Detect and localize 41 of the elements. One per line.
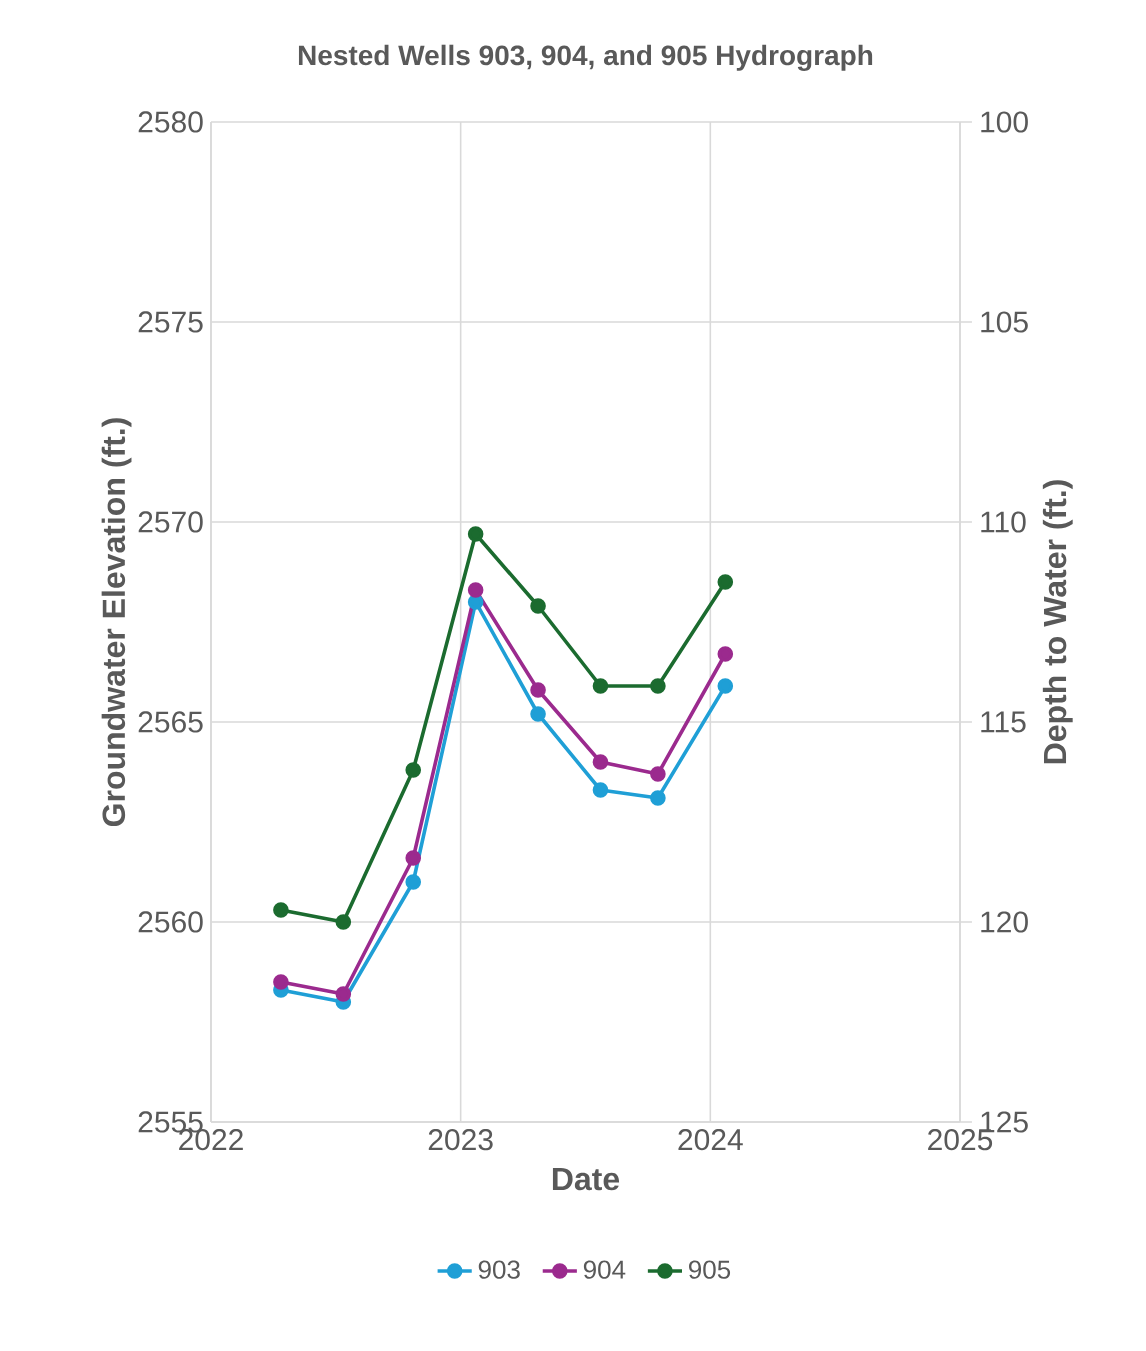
y-tick-label: 2560: [138, 911, 203, 933]
y-tick-label: 2565: [138, 711, 203, 733]
y-tick-label: 2570: [138, 511, 203, 533]
point: [335, 914, 352, 930]
legend-label: 905: [689, 1260, 731, 1279]
point: [405, 762, 422, 778]
x-tick-label: 2024: [678, 1129, 743, 1151]
point: [273, 974, 289, 990]
y2-tick-label: 115: [981, 711, 1026, 733]
y2-tick-label: 110: [981, 511, 1026, 533]
point: [335, 986, 352, 1002]
point: [650, 790, 666, 806]
point: [467, 582, 484, 598]
y-tick-label: 2575: [138, 311, 203, 333]
point: [717, 678, 734, 694]
point: [592, 782, 609, 798]
point: [717, 574, 734, 590]
y2-tick-label: 105: [981, 311, 1028, 333]
y2-axis-title: Depth to Water (ft.): [1042, 480, 1073, 764]
y-axis-title: Groundwater Elevation (ft.): [101, 418, 132, 827]
point: [467, 526, 484, 542]
x-tick-label: 2023: [428, 1129, 493, 1151]
point: [592, 754, 609, 770]
legend-label: 903: [478, 1260, 520, 1279]
point: [273, 902, 289, 918]
x-axis-title: Date: [552, 1168, 620, 1191]
point: [405, 874, 422, 890]
point: [650, 766, 666, 782]
point: [467, 594, 484, 610]
chart-title: Nested Wells 903, 904, and 905 Hydrograph: [298, 44, 873, 71]
point: [717, 646, 734, 662]
y-tick-label: 2580: [138, 111, 203, 133]
y2-tick-label: 100: [981, 111, 1028, 133]
point: [530, 598, 546, 614]
point: [530, 706, 546, 722]
point: [650, 678, 666, 694]
legend-label: 904: [583, 1260, 626, 1279]
point: [405, 850, 422, 866]
point: [592, 678, 609, 694]
y2-tick-label: 120: [981, 911, 1028, 933]
point: [530, 682, 546, 698]
